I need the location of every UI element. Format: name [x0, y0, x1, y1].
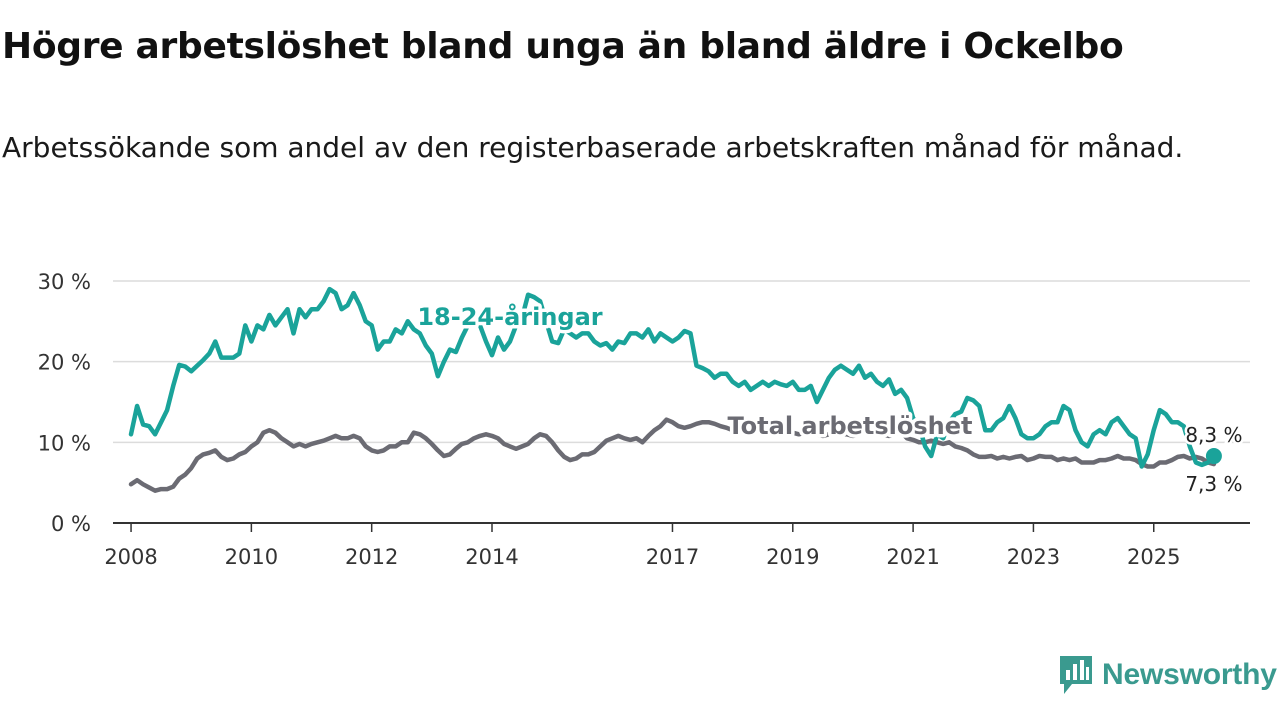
- x-tick-label: 2025: [1127, 545, 1180, 569]
- x-tick-label: 2010: [225, 545, 278, 569]
- chart-title: Högre arbetslöshet bland unga än bland ä…: [2, 26, 1124, 67]
- x-axis: 2008 2010 2012 2014 2017 2019 2021 2023 2025: [104, 522, 1250, 569]
- end-marker-youth: [1205, 448, 1222, 465]
- y-tick-label: 30 %: [38, 270, 91, 294]
- end-label-youth: 8,3 %: [1185, 423, 1242, 447]
- x-tick-label: 2008: [104, 545, 157, 569]
- series-label-youth: 18-24-åringar: [417, 302, 602, 331]
- x-tick-label: 2021: [886, 545, 939, 569]
- x-tick-label: 2014: [465, 545, 518, 569]
- x-tick-label: 2019: [766, 545, 819, 569]
- chart-subtitle: Arbetssökande som andel av den registerb…: [2, 131, 1184, 164]
- brand-name: Newsworthy: [1102, 658, 1277, 691]
- x-tick-label: 2017: [646, 545, 699, 569]
- series-line-total: [128, 417, 1217, 493]
- x-tick-label: 2012: [345, 545, 398, 569]
- series-line-youth: [128, 286, 1217, 469]
- series-label-total: Total arbetslöshet: [727, 412, 972, 440]
- grid-lines: [113, 280, 1250, 444]
- series-labels: 18-24-åringar Total arbetslöshet 8,3 % 7,3 …: [414, 299, 1245, 499]
- y-tick-label: 20 %: [38, 351, 91, 375]
- series-lines: [128, 286, 1222, 493]
- end-label-total: 7,3 %: [1185, 472, 1242, 496]
- newsworthy-logo-icon: [1060, 656, 1092, 694]
- y-tick-label: 0 %: [51, 512, 91, 536]
- y-axis-ticks: 0 % 10 % 20 % 30 %: [38, 270, 91, 536]
- y-tick-label: 10 %: [38, 431, 91, 455]
- newsworthy-logo: Newsworthy: [1058, 652, 1277, 698]
- x-tick-label: 2023: [1007, 545, 1060, 569]
